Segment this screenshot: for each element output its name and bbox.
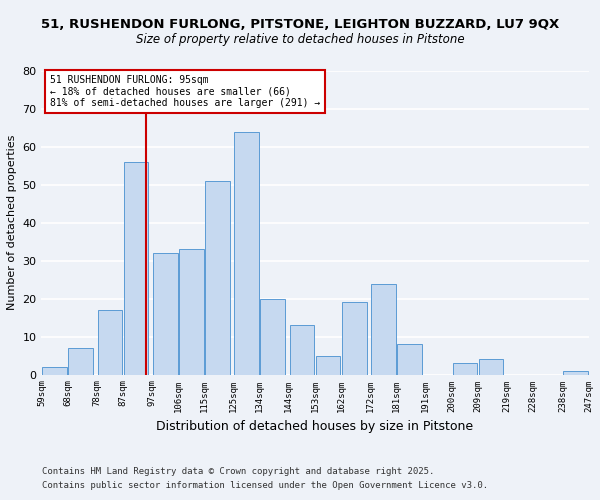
Bar: [290, 326, 314, 374]
Bar: [153, 253, 178, 374]
Text: Contains HM Land Registry data © Crown copyright and database right 2025.: Contains HM Land Registry data © Crown c…: [42, 468, 434, 476]
Bar: [397, 344, 422, 374]
Bar: [98, 310, 122, 374]
Text: 51, RUSHENDON FURLONG, PITSTONE, LEIGHTON BUZZARD, LU7 9QX: 51, RUSHENDON FURLONG, PITSTONE, LEIGHTO…: [41, 18, 559, 30]
Text: Contains public sector information licensed under the Open Government Licence v3: Contains public sector information licen…: [42, 481, 488, 490]
Text: 51 RUSHENDON FURLONG: 95sqm
← 18% of detached houses are smaller (66)
81% of sem: 51 RUSHENDON FURLONG: 95sqm ← 18% of det…: [50, 74, 320, 108]
Bar: [371, 284, 396, 374]
Bar: [479, 360, 503, 374]
X-axis label: Distribution of detached houses by size in Pitstone: Distribution of detached houses by size …: [157, 420, 473, 433]
Bar: [124, 162, 148, 374]
Bar: [42, 367, 67, 374]
Bar: [234, 132, 259, 374]
Bar: [260, 298, 285, 374]
Bar: [179, 250, 204, 374]
Bar: [316, 356, 340, 374]
Y-axis label: Number of detached properties: Number of detached properties: [7, 135, 17, 310]
Text: Size of property relative to detached houses in Pitstone: Size of property relative to detached ho…: [136, 32, 464, 46]
Bar: [452, 363, 477, 374]
Bar: [68, 348, 93, 374]
Bar: [563, 371, 588, 374]
Bar: [205, 181, 230, 374]
Bar: [342, 302, 367, 374]
